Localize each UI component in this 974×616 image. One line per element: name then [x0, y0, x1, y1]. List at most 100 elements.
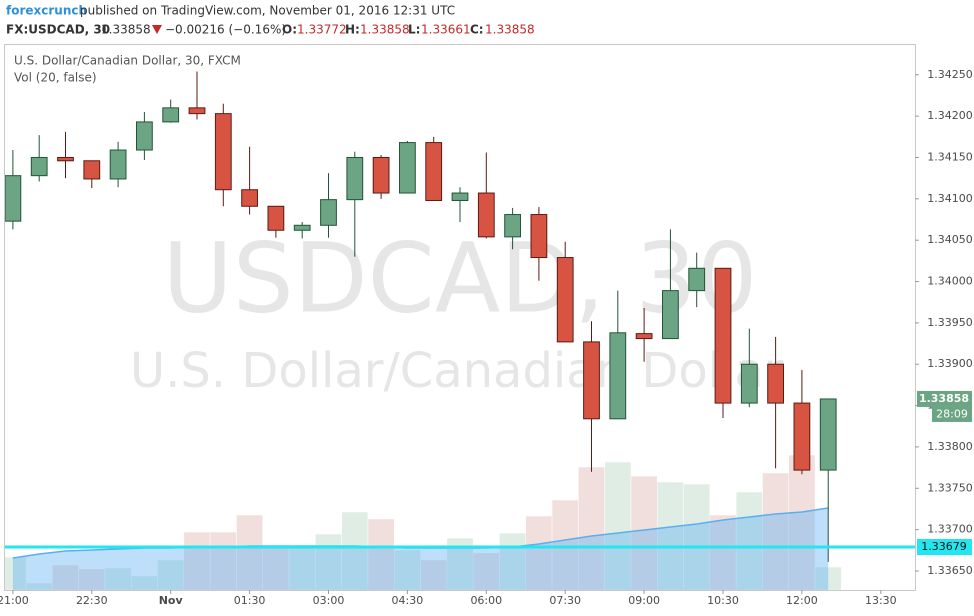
y-tick-label: 1.33800	[927, 440, 973, 453]
volume-bar	[393, 549, 421, 590]
x-tick-label: 12:00	[786, 594, 818, 607]
volume-label: Vol (20, false)	[14, 71, 97, 85]
y-tick-label: 1.34100	[927, 192, 973, 205]
last-price-box	[917, 390, 972, 407]
y-tick-label: 1.33650	[927, 564, 973, 577]
candle-body	[372, 156, 390, 194]
y-tick-label: 1.34150	[927, 150, 973, 163]
candle-body	[399, 142, 416, 194]
x-tick-label: 13:30	[865, 594, 897, 607]
volume-bar	[367, 518, 395, 590]
candle-body	[609, 332, 627, 420]
candle-body	[688, 267, 706, 292]
volume-bar	[209, 531, 237, 590]
o-value: 1.33772	[297, 23, 347, 37]
volume-bar	[472, 552, 500, 590]
volume-bar	[604, 461, 632, 590]
candle-body	[504, 214, 521, 238]
candle-body	[214, 113, 232, 191]
o-label: O:	[282, 23, 297, 37]
h-value: 1.33858	[360, 23, 410, 37]
candle-body	[346, 156, 364, 201]
candle-body	[83, 160, 101, 180]
y-tick-label: 1.34050	[927, 233, 973, 246]
candle-body	[714, 267, 732, 404]
x-tick-label: 01:30	[234, 594, 266, 607]
change: −0.00216 (−0.16%)	[165, 23, 286, 37]
legend-title: U.S. Dollar/Canadian Dollar, 30, FXCM	[14, 54, 241, 68]
volume-bar	[788, 454, 816, 590]
down-arrow	[152, 25, 162, 34]
candle-body	[556, 257, 574, 343]
candle-body	[57, 156, 74, 162]
x-tick-label: Nov	[159, 594, 184, 607]
candle-body	[136, 121, 153, 151]
volume-bar	[52, 564, 79, 590]
volume-bar	[499, 532, 527, 590]
symbol: FX:USDCAD, 30	[6, 23, 110, 37]
countdown-box	[932, 406, 972, 422]
candle-body	[241, 189, 258, 207]
volume-bar	[735, 491, 763, 590]
candle-body	[767, 363, 784, 404]
volume-bar	[236, 514, 263, 590]
candle-body	[425, 142, 443, 201]
volume-bar	[420, 559, 448, 590]
author: forexcrunch	[6, 4, 87, 18]
candle-body	[30, 156, 48, 177]
candle-body	[662, 290, 679, 340]
h-label: H:	[345, 23, 360, 37]
volume-bar	[814, 566, 842, 590]
volume-bar	[183, 531, 211, 590]
hline-label: 1.33679	[921, 540, 967, 553]
x-tick-label: 07:30	[549, 594, 581, 607]
l-label: L:	[408, 23, 420, 37]
volume-ma-area	[12, 508, 829, 590]
candle-body	[819, 398, 837, 471]
volume-bar	[315, 533, 342, 590]
x-tick-label: 03:00	[313, 594, 345, 607]
volume-bar	[683, 483, 711, 590]
volume-bar	[551, 499, 579, 590]
x-tick-label: 06:00	[470, 594, 502, 607]
y-tick-label: 1.34000	[927, 275, 973, 288]
candle-body	[188, 107, 206, 115]
volume-bar	[525, 515, 553, 590]
candle-body	[267, 205, 285, 231]
last: 1.33858	[101, 23, 151, 37]
x-tick-label: 21:00	[0, 594, 29, 607]
volume-bar	[657, 481, 684, 590]
y-tick-label: 1.34250	[927, 68, 973, 81]
volume-bar	[709, 514, 737, 590]
last-price-label: 1.33858	[919, 392, 969, 405]
volume-bar	[630, 475, 658, 590]
watermark-symbol: USDCAD, 30	[163, 222, 758, 334]
l-value: 1.33661	[421, 23, 471, 37]
x-tick-label: 22:30	[76, 594, 108, 607]
y-tick-label: 1.33700	[927, 523, 973, 536]
hline-label-box	[917, 538, 972, 555]
plot-border	[4, 44, 916, 591]
x-tick-label: 10:30	[707, 594, 739, 607]
candle-body	[635, 333, 653, 340]
candle-body	[5, 175, 22, 222]
candle-body	[109, 149, 127, 180]
candle-body	[293, 224, 311, 231]
candle-body	[320, 199, 337, 226]
plot: USDCAD, 30 U.S. Dollar/Canadian Dollar	[5, 71, 842, 590]
watermark-name: U.S. Dollar/Canadian Dollar	[130, 343, 784, 399]
c-label: C:	[470, 23, 484, 37]
y-tick-label: 1.34200	[927, 109, 973, 122]
y-tick-label: 1.33750	[927, 481, 973, 494]
candle-body	[162, 107, 180, 123]
published: published on TradingView.com, November 0…	[80, 4, 455, 18]
candle-body	[477, 192, 495, 238]
candle-body	[583, 341, 600, 420]
x-tick-label: 09:00	[628, 594, 660, 607]
volume-bar	[5, 556, 27, 590]
candle-body	[793, 402, 811, 471]
x-tick-label: 04:30	[392, 594, 424, 607]
candle-body	[451, 192, 469, 201]
